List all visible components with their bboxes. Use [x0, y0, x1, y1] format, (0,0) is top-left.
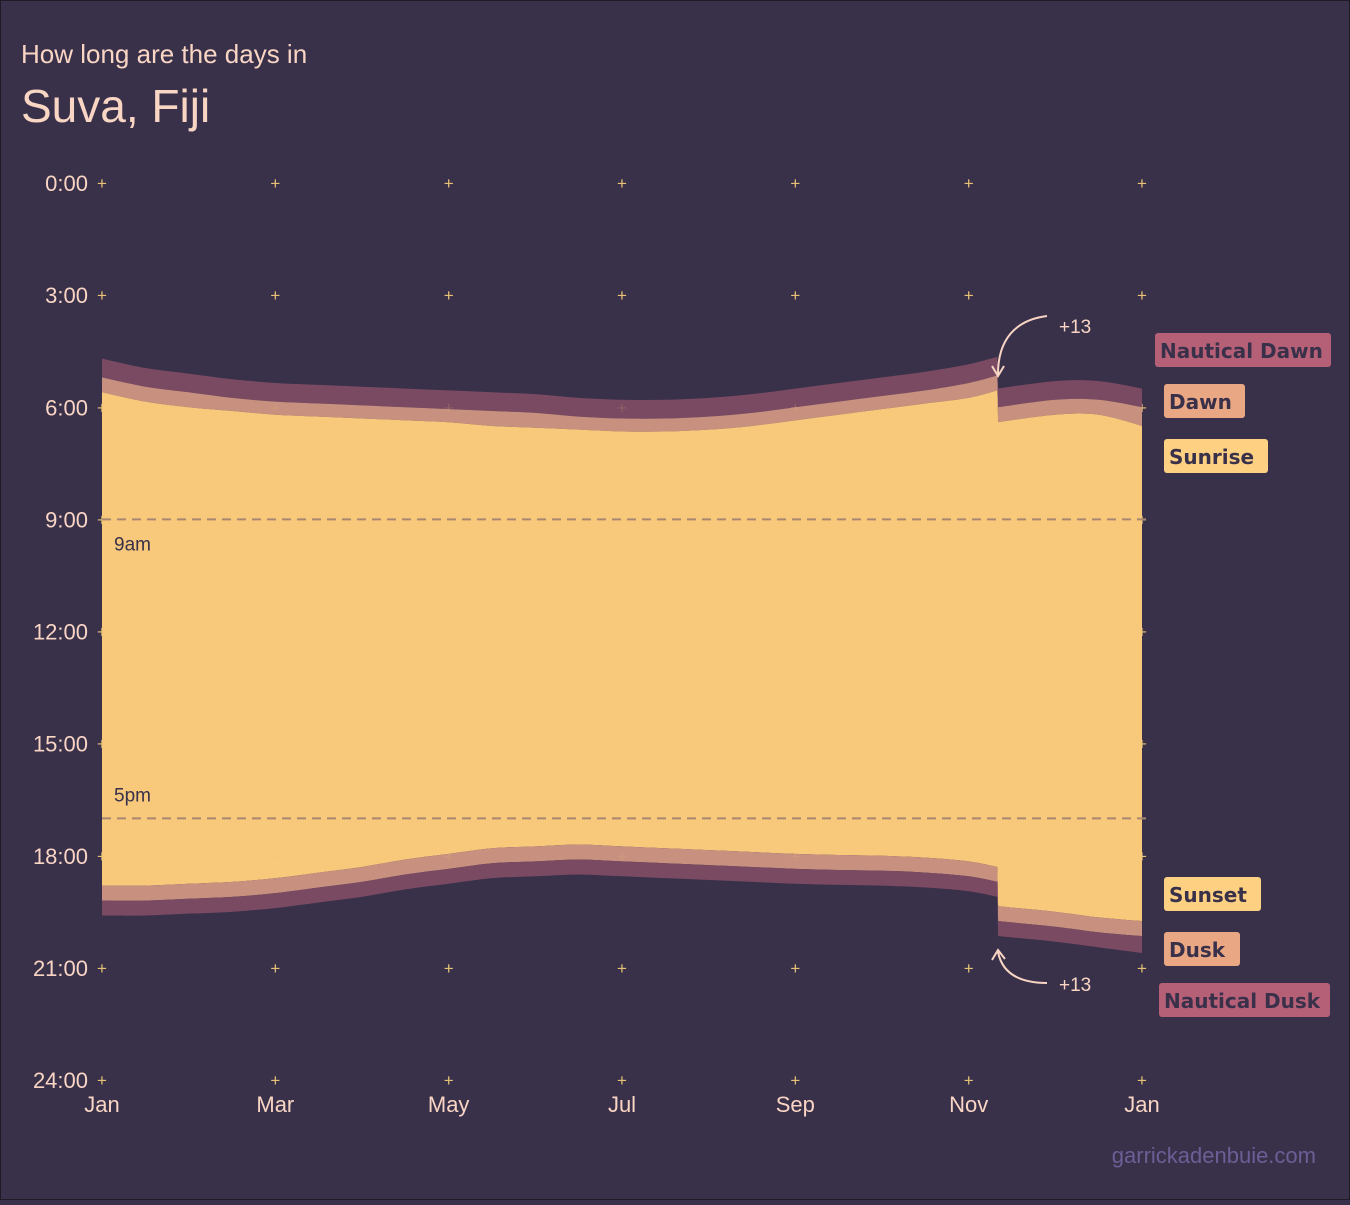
grid-plus-overlay: + [790, 735, 800, 754]
annotation-label: +13 [1059, 317, 1091, 338]
reference-line-label: 5pm [114, 785, 151, 806]
chart-subtitle: How long are the days in [21, 39, 307, 69]
grid-plus-overlay: + [444, 623, 454, 642]
grid-plus-overlay: + [270, 847, 280, 866]
grid-plus-overlay: + [617, 174, 627, 193]
grid-plus-overlay: + [444, 959, 454, 978]
grid-plus-overlay: + [964, 959, 974, 978]
grid-plus-overlay: + [964, 398, 974, 417]
grid-plus-overlay: + [270, 959, 280, 978]
legend-label: Dawn [1169, 390, 1232, 414]
grid-plus-overlay: + [964, 174, 974, 193]
grid-plus-overlay: + [444, 286, 454, 305]
grid-plus-overlay: + [97, 735, 107, 754]
grid-plus-overlay: + [790, 398, 800, 417]
grid-plus-overlay: + [964, 1071, 974, 1090]
grid-plus-overlay: + [964, 735, 974, 754]
grid-plus-overlay: + [97, 174, 107, 193]
grid-plus-overlay: + [444, 735, 454, 754]
grid-plus-overlay: + [617, 286, 627, 305]
y-tick-label: 6:00 [45, 395, 88, 420]
chart-title: Suva, Fiji [21, 80, 210, 132]
x-tick-label: Jan [1124, 1092, 1159, 1117]
grid-plus-overlay: + [1137, 398, 1147, 417]
grid-plus-overlay: + [1137, 286, 1147, 305]
grid-plus-overlay: + [617, 735, 627, 754]
y-tick-label: 21:00 [33, 956, 88, 981]
grid-plus-overlay: + [97, 847, 107, 866]
grid-plus-overlay: + [1137, 959, 1147, 978]
grid-plus-overlay: + [97, 286, 107, 305]
grid-plus-overlay: + [1137, 847, 1147, 866]
grid-plus-overlay: + [1137, 1071, 1147, 1090]
grid-plus-overlay: + [270, 735, 280, 754]
grid-plus-overlay: + [790, 286, 800, 305]
grid-plus-overlay: + [964, 847, 974, 866]
y-tick-label: 24:00 [33, 1068, 88, 1093]
y-tick-label: 18:00 [33, 844, 88, 869]
x-tick-label: May [428, 1092, 470, 1117]
credit-text: garrickadenbuie.com [1112, 1143, 1316, 1168]
grid-plus-overlay: + [270, 174, 280, 193]
legend-label: Dusk [1169, 938, 1226, 962]
grid-plus-overlay: + [617, 1071, 627, 1090]
grid-plus-overlay: + [270, 1071, 280, 1090]
grid-plus-overlay: + [97, 959, 107, 978]
legend-label: Nautical Dawn [1160, 339, 1323, 363]
grid-plus-overlay: + [964, 623, 974, 642]
grid-plus-overlay: + [617, 847, 627, 866]
x-tick-label: Nov [949, 1092, 988, 1117]
grid-plus-overlay: + [1137, 735, 1147, 754]
grid-plus-overlay: + [1137, 174, 1147, 193]
x-tick-label: Jul [608, 1092, 636, 1117]
x-tick-label: Mar [256, 1092, 294, 1117]
grid-plus-overlay: + [97, 1071, 107, 1090]
grid-plus-overlay: + [444, 398, 454, 417]
y-tick-label: 0:00 [45, 171, 88, 196]
grid-plus-overlay: + [790, 847, 800, 866]
grid-plus-overlay: + [270, 286, 280, 305]
y-tick-label: 3:00 [45, 283, 88, 308]
x-tick-label: Sep [776, 1092, 815, 1117]
grid-plus-overlay: + [444, 174, 454, 193]
grid-plus-overlay: + [444, 847, 454, 866]
grid-plus-overlay: + [97, 398, 107, 417]
legend-label: Sunrise [1169, 445, 1254, 469]
x-tick-label: Jan [84, 1092, 119, 1117]
y-tick-label: 12:00 [33, 620, 88, 645]
reference-line-label: 9am [114, 534, 151, 555]
grid-plus-overlay: + [964, 286, 974, 305]
y-tick-label: 9:00 [45, 507, 88, 532]
grid-plus-overlay: + [790, 1071, 800, 1090]
grid-plus-overlay: + [444, 1071, 454, 1090]
grid-plus-overlay: + [790, 959, 800, 978]
y-tick-label: 15:00 [33, 732, 88, 757]
grid-plus-overlay: + [97, 623, 107, 642]
grid-plus-overlay: + [617, 623, 627, 642]
annotation-label: +13 [1059, 975, 1091, 996]
grid-plus-overlay: + [1137, 623, 1147, 642]
grid-plus-overlay: + [270, 398, 280, 417]
grid-plus-overlay: + [790, 623, 800, 642]
grid-plus-overlay: + [617, 959, 627, 978]
grid-plus-overlay: + [617, 398, 627, 417]
grid-plus-overlay: + [270, 623, 280, 642]
legend-label: Sunset [1169, 883, 1247, 907]
legend-label: Nautical Dusk [1164, 989, 1321, 1013]
daylight-band [102, 390, 1142, 921]
grid-plus-overlay: + [790, 174, 800, 193]
